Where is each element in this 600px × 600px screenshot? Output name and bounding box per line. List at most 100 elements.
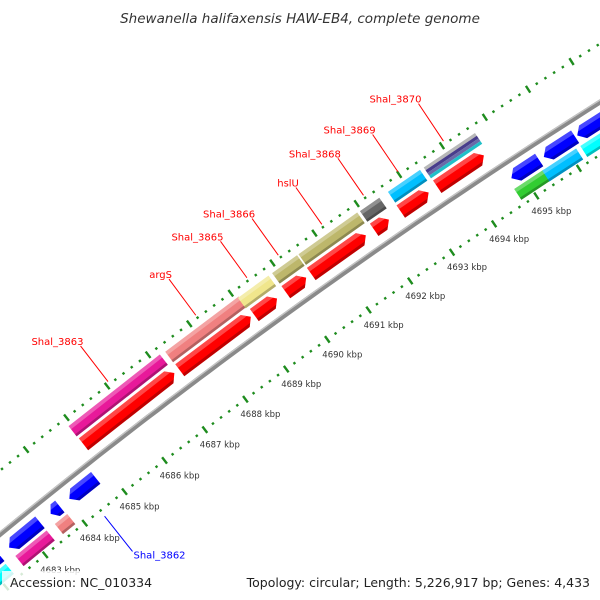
backbone-highlight	[0, 99, 600, 533]
gene-Shal_3865[interactable]	[237, 275, 277, 309]
feature-highlight	[387, 169, 423, 196]
gene-Shal_3862[interactable]	[65, 471, 101, 505]
gene-label-Shal_3863[interactable]: Shal_3863	[31, 337, 83, 348]
feature-highlight	[544, 130, 574, 154]
feature-body	[165, 296, 247, 363]
gene-argS[interactable]	[165, 296, 247, 363]
cds-feature[interactable]	[369, 213, 393, 236]
minor-tick	[72, 409, 77, 413]
minor-tick	[219, 415, 223, 420]
minor-tick	[414, 161, 418, 165]
cds-feature[interactable]	[433, 149, 488, 193]
minor-tick	[171, 334, 175, 338]
feature-highlight	[396, 190, 425, 210]
minor-tick	[276, 373, 280, 377]
gene-feature[interactable]	[514, 169, 551, 200]
gene-label-Shal_3868[interactable]: Shal_3868	[289, 149, 341, 160]
gene-label-Shal_3865[interactable]: Shal_3865	[171, 232, 223, 243]
gene-label-Shal_3866[interactable]: Shal_3866	[203, 210, 255, 221]
feature-highlight	[306, 233, 362, 272]
feature-body	[542, 148, 584, 182]
gene-hslU[interactable]	[298, 212, 365, 265]
minor-tick	[568, 172, 573, 176]
minor-tick	[517, 93, 522, 97]
minor-tick	[268, 379, 272, 383]
minor-tick	[500, 216, 505, 220]
gene-Shal_3863[interactable]	[68, 354, 168, 437]
cds-feature[interactable]	[507, 153, 544, 185]
minor-tick	[51, 546, 55, 551]
gene-label-argS[interactable]: argS	[149, 270, 172, 281]
major-tick	[144, 350, 152, 359]
minor-tick	[195, 434, 199, 438]
cds-feature[interactable]	[249, 292, 282, 322]
minor-tick	[304, 237, 308, 241]
minor-tick	[113, 378, 118, 382]
gene-label-Shal_3869[interactable]: Shal_3869	[324, 126, 376, 137]
gene-Shal_3869[interactable]	[387, 169, 428, 203]
cds-feature[interactable]	[306, 229, 370, 281]
minor-tick	[162, 340, 167, 345]
cds-feature[interactable]	[4, 516, 45, 554]
feature-shadow	[182, 322, 251, 377]
feature-highlight	[15, 530, 50, 560]
gene-label-Shal_3862[interactable]: Shal_3862	[134, 551, 186, 562]
minor-tick	[458, 244, 463, 249]
feature-shadow	[75, 362, 168, 437]
gene-label-Shal_3870[interactable]: Shal_3870	[369, 95, 421, 106]
minor-tick	[441, 256, 446, 260]
minor-tick	[475, 233, 479, 237]
minor-tick	[375, 302, 379, 306]
major-tick	[269, 259, 276, 267]
gene-Shal_3866[interactable]	[272, 255, 305, 284]
major-tick	[227, 289, 235, 298]
gene-feature[interactable]	[542, 148, 584, 182]
genome-summary-text: Topology: circular; Length: 5,226,917 bp…	[246, 575, 590, 590]
map-title: Shewanella halifaxensis HAW-EB4, complet…	[120, 11, 480, 27]
cds-feature[interactable]	[573, 99, 600, 141]
feature-shadow	[256, 304, 277, 322]
minor-tick	[358, 314, 363, 318]
feature-stripe	[423, 132, 477, 171]
gene-labels: Shal_3863 argS Shal_3865 Shal_3866 hslU Shal_…	[31, 95, 444, 562]
minor-tick	[578, 54, 582, 58]
tick-label: 4690 kbp	[322, 350, 362, 360]
cds-feature[interactable]	[281, 271, 310, 299]
gene-feature[interactable]	[54, 514, 76, 535]
cds-feature[interactable]	[540, 130, 580, 163]
minor-tick	[178, 446, 183, 450]
gene-feature[interactable]	[15, 530, 55, 567]
minor-tick	[106, 502, 111, 506]
cds-feature[interactable]	[46, 500, 65, 520]
feature-body	[298, 212, 365, 265]
major-tick	[161, 456, 168, 465]
gene-feature[interactable]	[580, 114, 600, 157]
minor-tick	[329, 219, 333, 223]
gene-label-hslU[interactable]: hslU	[277, 179, 299, 190]
major-tick	[568, 57, 575, 66]
major-tick	[438, 141, 446, 150]
minor-tick	[552, 70, 556, 75]
tick-label: 4692 kbp	[405, 292, 445, 302]
gene-Shal_3868[interactable]	[359, 197, 387, 222]
label-leader-line	[251, 218, 279, 256]
tick-label: 4691 kbp	[364, 321, 404, 331]
label-leader-line	[337, 157, 364, 196]
scale-ticks: 4683 kbp 4684 kbp 4685 kbp 4686 kbp 4687 kbp…	[0, 43, 600, 591]
feature-body	[175, 314, 251, 377]
minor-tick	[371, 190, 376, 194]
cds-feature[interactable]	[175, 311, 255, 377]
cds-feature[interactable]	[78, 367, 179, 451]
minor-tick	[406, 167, 410, 171]
cds-feature[interactable]	[396, 186, 433, 218]
minor-tick	[227, 409, 231, 414]
minor-tick	[526, 199, 530, 204]
minor-tick	[121, 371, 126, 376]
minor-tick	[251, 391, 256, 395]
minor-tick	[300, 355, 305, 359]
feature-shadow	[61, 522, 76, 535]
major-tick	[282, 365, 290, 374]
feature-shadow	[313, 241, 366, 281]
tick-label: 4683 kbp	[40, 566, 80, 576]
gene-Shal_3870[interactable]	[423, 132, 483, 179]
